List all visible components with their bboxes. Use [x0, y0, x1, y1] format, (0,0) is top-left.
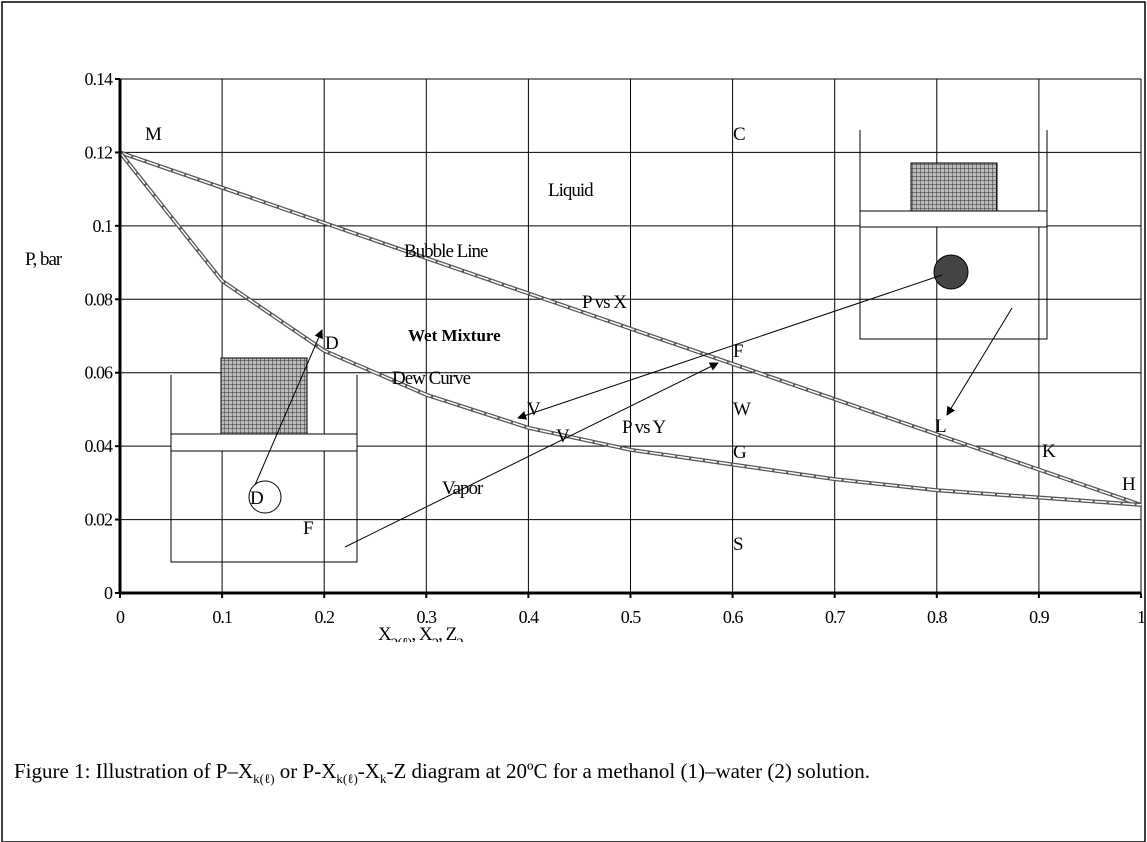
- annotation: V: [556, 426, 570, 447]
- annotation: G: [733, 442, 747, 463]
- annotation: H: [1122, 474, 1136, 495]
- y-tick-label: 0.1: [93, 216, 113, 236]
- annotation: Vapor: [442, 478, 484, 499]
- annotation: C: [733, 124, 745, 145]
- series: [118, 150, 1142, 507]
- arrow: [254, 329, 323, 486]
- x-label-subscript: 2: [432, 636, 439, 652]
- annotation: V: [527, 399, 541, 420]
- caption-subscript: k(ℓ): [336, 771, 358, 787]
- x-label-text: X: [378, 624, 392, 645]
- caption-text: or P-X: [274, 759, 337, 783]
- caption-text: Figure 1: Illustration of P–X: [14, 759, 254, 783]
- arrow: [946, 307, 1013, 416]
- x-tick-label: 0.8: [927, 607, 948, 627]
- left-piston: [170, 433, 358, 452]
- x-label-text: , Z: [438, 624, 457, 645]
- x-tick-label: 0.2: [314, 607, 334, 627]
- annotation: Bubble Line: [404, 241, 488, 262]
- caption-subscript: k: [379, 771, 387, 787]
- annotation: P vs Y: [622, 417, 667, 438]
- x-tick-label: 0.9: [1029, 607, 1050, 627]
- annotation: F: [303, 518, 313, 539]
- arrow: [344, 362, 719, 548]
- caption-text: -Z diagram at 20ºC for a methanol (1)–wa…: [386, 759, 870, 783]
- annotation: P vs X: [582, 292, 627, 313]
- y-tick-label: 0.04: [85, 436, 114, 456]
- right-cylinder: [859, 130, 1048, 340]
- left-cylinder: [170, 375, 358, 563]
- y-tick-label: 0.02: [85, 510, 113, 530]
- x-tick-label: 0: [116, 607, 125, 627]
- axes: 0 0.02 0.04 0.06 0.08 0.1 0.12 0.14 0 0.1 0.2 0.3 0.…: [85, 69, 1147, 627]
- y-tick-label: 0.14: [85, 69, 114, 89]
- bubble-dot: [933, 254, 969, 290]
- y-axis-label: P, bar: [25, 249, 63, 270]
- grid: [119, 78, 1142, 594]
- drop-circle: [248, 480, 282, 514]
- series-line-inner: [119, 151, 1142, 506]
- annotation: Dew Curve: [392, 368, 471, 389]
- y-tick-label: 0.08: [85, 289, 114, 309]
- y-tick-label: 0: [104, 583, 113, 603]
- annotation: D: [325, 333, 338, 354]
- annotation: Wet Mixture: [408, 326, 501, 345]
- annotation: F: [733, 341, 743, 362]
- annotation: K: [1042, 441, 1056, 462]
- x-tick-label: 1: [1137, 607, 1145, 627]
- caption: Figure 1: Illustration of P–Xk(ℓ) or P-X…: [14, 756, 1142, 794]
- annotation: S: [733, 534, 743, 555]
- caption-text: -X: [357, 759, 380, 783]
- x-tick-label: 0.3: [417, 607, 438, 627]
- x-label-subscript: 2: [456, 636, 463, 652]
- annotations: M C Liquid Bubble Line P vs X Wet Mixture F D De…: [145, 124, 1137, 555]
- y-tick-label: 0.12: [85, 142, 113, 162]
- annotation: W: [733, 399, 751, 420]
- x-tick-label: 0.6: [723, 607, 744, 627]
- annotation: D: [250, 488, 263, 509]
- x-tick-label: 0.4: [519, 607, 540, 627]
- right-weight: [910, 162, 998, 212]
- series-line-inner: [119, 151, 1142, 506]
- caption-subscript: k(ℓ): [253, 771, 275, 787]
- annotation: M: [145, 124, 162, 145]
- y-tick-label: 0.06: [85, 363, 114, 383]
- x-axis-label: X2(ℓ), X2, Z2: [378, 624, 463, 652]
- left-weight: [220, 357, 308, 435]
- x-label-subscript: 2(ℓ): [391, 636, 413, 652]
- x-tick-label: 0.5: [621, 607, 642, 627]
- right-piston: [859, 210, 1048, 228]
- illustrations: [170, 130, 1048, 563]
- x-label-text: , X: [411, 624, 433, 645]
- annotation: Liquid: [548, 180, 594, 201]
- arrow: [517, 274, 943, 420]
- annotation: L: [935, 416, 946, 437]
- x-tick-label: 0.1: [212, 607, 232, 627]
- x-tick-label: 0.7: [825, 607, 846, 627]
